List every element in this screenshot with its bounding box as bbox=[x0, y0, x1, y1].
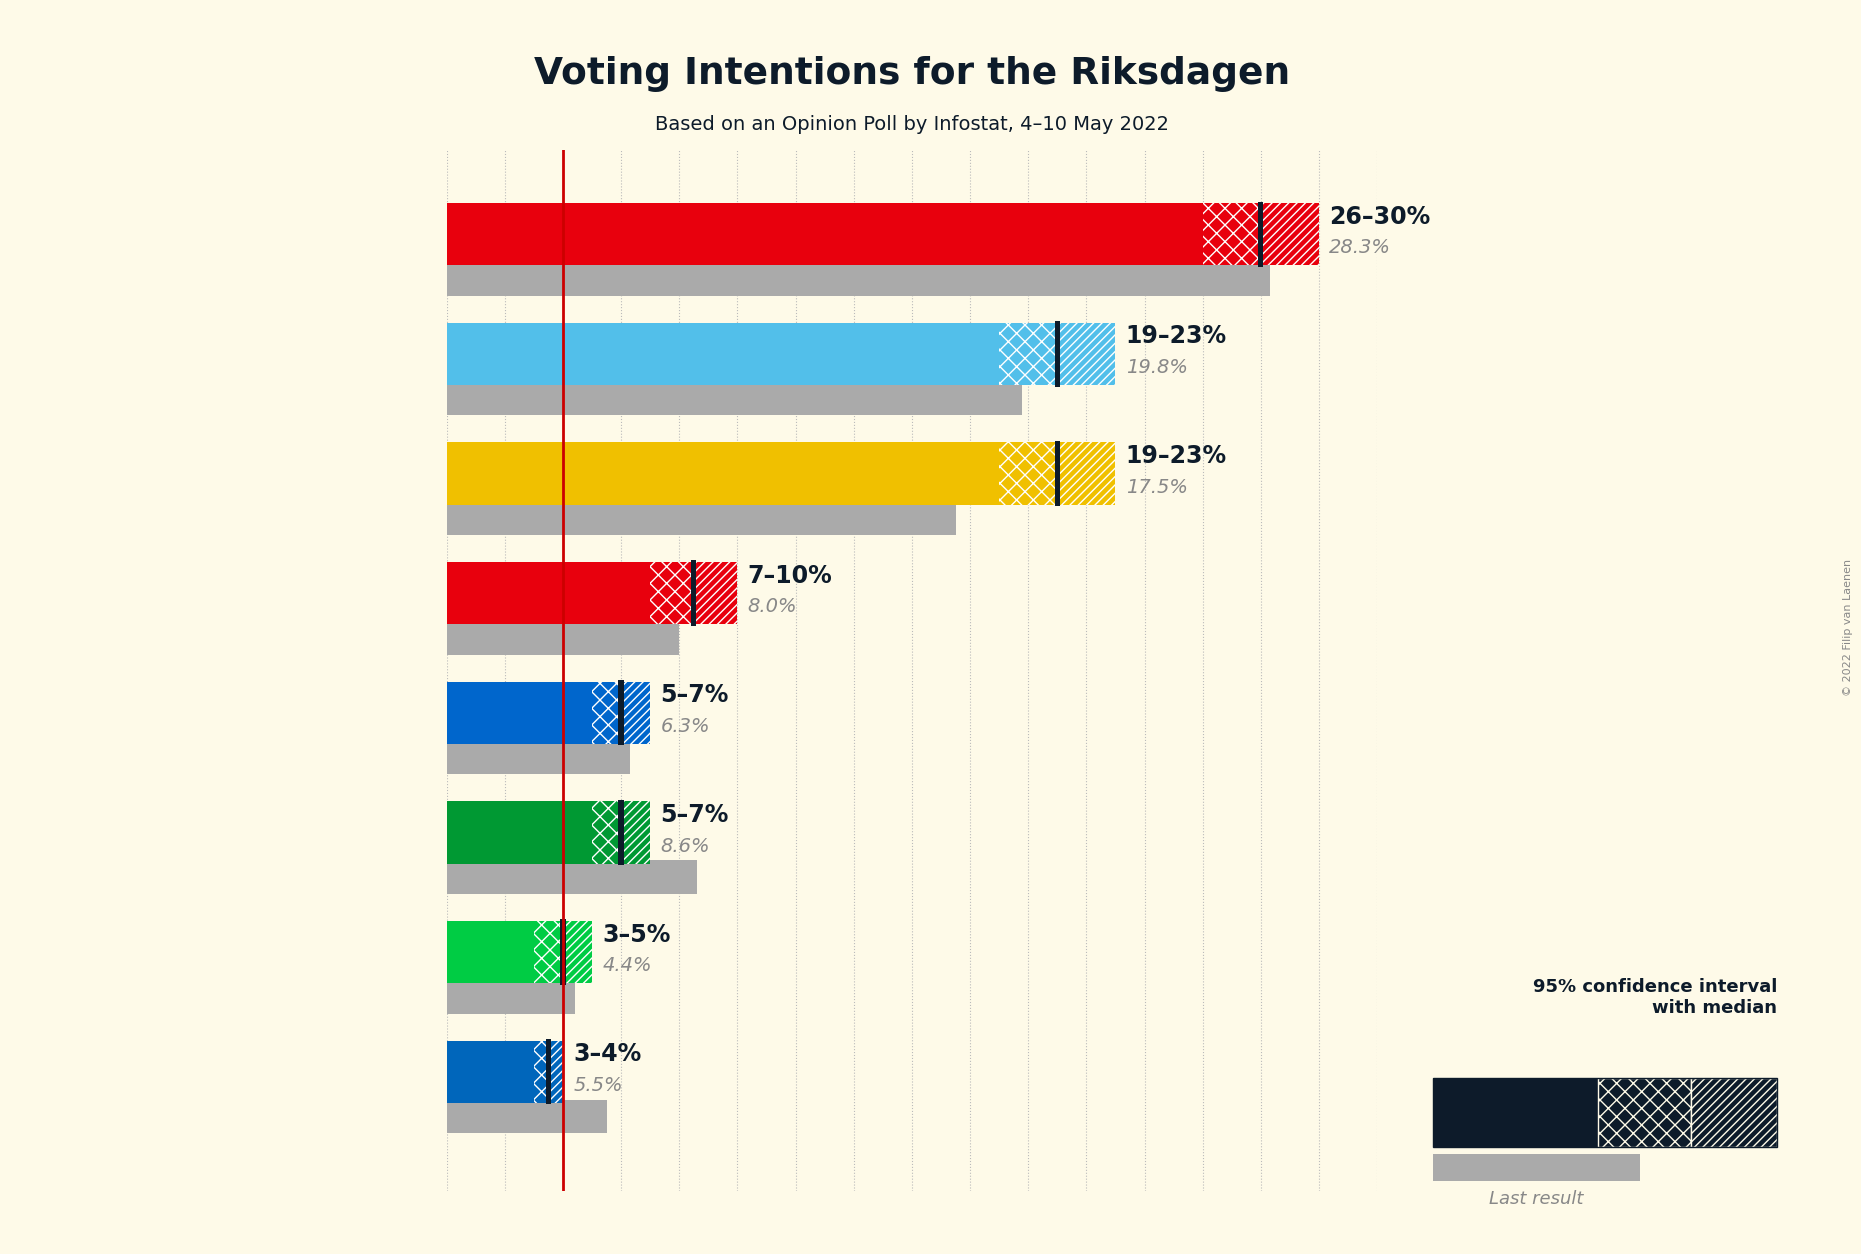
Text: 5–7%: 5–7% bbox=[661, 803, 730, 826]
Bar bbox=[592, 801, 622, 864]
Bar bbox=[447, 443, 999, 504]
Text: 4.4%: 4.4% bbox=[603, 957, 651, 976]
Text: 8.6%: 8.6% bbox=[661, 836, 709, 855]
Bar bbox=[447, 1041, 534, 1102]
Text: 5–7%: 5–7% bbox=[661, 683, 730, 707]
Bar bbox=[447, 682, 592, 744]
Text: © 2022 Filip van Laenen: © 2022 Filip van Laenen bbox=[1842, 558, 1854, 696]
Text: 6.3%: 6.3% bbox=[661, 717, 709, 736]
Bar bbox=[649, 562, 694, 624]
Text: 7–10%: 7–10% bbox=[748, 564, 832, 588]
Bar bbox=[690, 561, 696, 626]
Bar bbox=[622, 801, 649, 864]
Bar bbox=[1057, 322, 1115, 385]
Bar bbox=[545, 1040, 551, 1105]
Text: 19–23%: 19–23% bbox=[1126, 325, 1226, 349]
Bar bbox=[447, 203, 1202, 266]
Text: 26–30%: 26–30% bbox=[1329, 204, 1431, 228]
Text: 95% confidence interval
with median: 95% confidence interval with median bbox=[1533, 978, 1777, 1017]
Bar bbox=[447, 1100, 607, 1134]
Bar bbox=[447, 562, 649, 624]
Bar bbox=[447, 382, 1022, 415]
Bar bbox=[447, 920, 534, 983]
Text: 17.5%: 17.5% bbox=[1126, 478, 1187, 497]
Bar bbox=[447, 262, 1269, 296]
Text: 3–5%: 3–5% bbox=[603, 923, 670, 947]
Bar bbox=[534, 920, 562, 983]
Bar bbox=[447, 502, 955, 535]
Text: Last result: Last result bbox=[1489, 1190, 1584, 1208]
Bar bbox=[999, 322, 1057, 385]
Text: Voting Intentions for the Riksdagen: Voting Intentions for the Riksdagen bbox=[534, 56, 1290, 93]
Bar bbox=[549, 1041, 562, 1102]
Bar bbox=[447, 322, 999, 385]
Bar bbox=[562, 920, 592, 983]
Text: 8.0%: 8.0% bbox=[748, 597, 797, 616]
Text: 19.8%: 19.8% bbox=[1126, 359, 1187, 377]
Bar bbox=[1055, 441, 1061, 507]
Text: 28.3%: 28.3% bbox=[1329, 238, 1390, 257]
Bar bbox=[447, 801, 592, 864]
Bar bbox=[447, 621, 679, 655]
Bar bbox=[1202, 203, 1262, 266]
Bar bbox=[1258, 202, 1264, 267]
Text: 3–4%: 3–4% bbox=[573, 1042, 642, 1066]
Bar bbox=[1055, 321, 1061, 386]
Bar bbox=[447, 741, 629, 774]
Bar bbox=[622, 682, 649, 744]
Bar bbox=[447, 860, 696, 894]
Bar bbox=[618, 680, 623, 745]
Bar bbox=[1262, 203, 1319, 266]
Text: 19–23%: 19–23% bbox=[1126, 444, 1226, 468]
Bar bbox=[592, 682, 622, 744]
Bar bbox=[694, 562, 737, 624]
Bar bbox=[560, 919, 566, 984]
Bar bbox=[447, 981, 575, 1013]
Text: Based on an Opinion Poll by Infostat, 4–10 May 2022: Based on an Opinion Poll by Infostat, 4–… bbox=[655, 115, 1169, 134]
Bar bbox=[534, 1041, 549, 1102]
Bar bbox=[999, 443, 1057, 504]
Bar bbox=[618, 800, 623, 865]
Bar bbox=[1057, 443, 1115, 504]
Text: 5.5%: 5.5% bbox=[573, 1076, 623, 1095]
